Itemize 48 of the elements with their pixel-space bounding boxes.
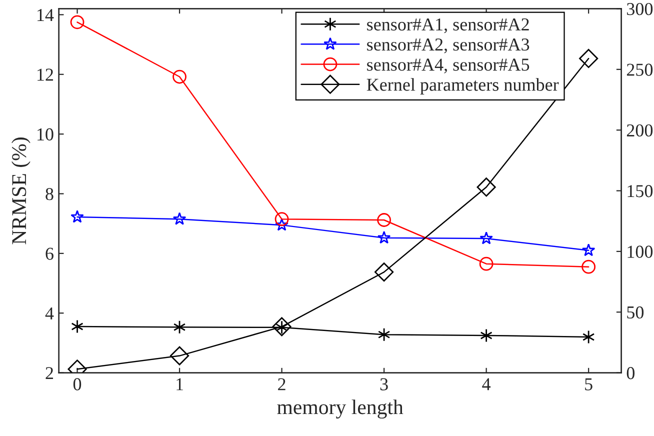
point: [275, 218, 288, 231]
y-tick-label: 10: [38, 128, 54, 140]
y-tick-label: 4: [45, 307, 54, 320]
y-tick-label: 2: [46, 367, 54, 380]
y2-tick-label: 100: [628, 246, 653, 258]
x-tick-label: 1: [176, 378, 183, 390]
y2-tick-label: 200: [626, 124, 653, 137]
legend-label: Kernel parameters number: [366, 78, 559, 95]
point: [579, 48, 598, 68]
point: [272, 317, 292, 336]
point: [70, 15, 84, 30]
legend-label: sensor#A4, sensor#A5: [367, 58, 530, 74]
y2-tick-label: 250: [626, 64, 653, 76]
point: [582, 243, 596, 256]
x-tick-label: 0: [73, 378, 82, 390]
x-tick-label: 5: [585, 378, 592, 390]
point: [274, 212, 289, 226]
point: [172, 70, 186, 84]
x-tick-label: 3: [380, 378, 388, 390]
y2-tick-label: 50: [627, 306, 644, 319]
point: [476, 178, 496, 197]
y2-tick-label: 300: [627, 2, 653, 16]
x-tick-label: 2: [278, 378, 286, 390]
point: [582, 260, 596, 274]
x-axis-title: memory length: [277, 400, 404, 419]
point: [374, 262, 394, 282]
point: [377, 213, 391, 227]
y2-tick-label: 150: [628, 185, 653, 198]
point: [70, 210, 84, 223]
y-tick-label: 6: [46, 248, 54, 260]
point: [480, 232, 493, 244]
point: [173, 320, 186, 334]
legend-label: sensor#A1, sensor#A2: [367, 18, 529, 34]
point: [480, 328, 492, 342]
y-tick-label: 12: [38, 68, 54, 81]
legend-label: sensor#A2, sensor#A3: [367, 38, 530, 54]
y-axis-title: NRMSE (%): [11, 138, 30, 244]
point: [582, 330, 595, 344]
y2-tick-label: 0: [626, 367, 634, 380]
point: [71, 320, 84, 334]
point: [172, 212, 186, 225]
y-tick-label: 8: [46, 188, 54, 200]
y-tick-label: 14: [38, 9, 54, 21]
point: [479, 256, 494, 271]
x-tick-label: 4: [482, 378, 491, 390]
point: [170, 346, 190, 366]
point: [378, 328, 390, 342]
point: [377, 230, 391, 244]
